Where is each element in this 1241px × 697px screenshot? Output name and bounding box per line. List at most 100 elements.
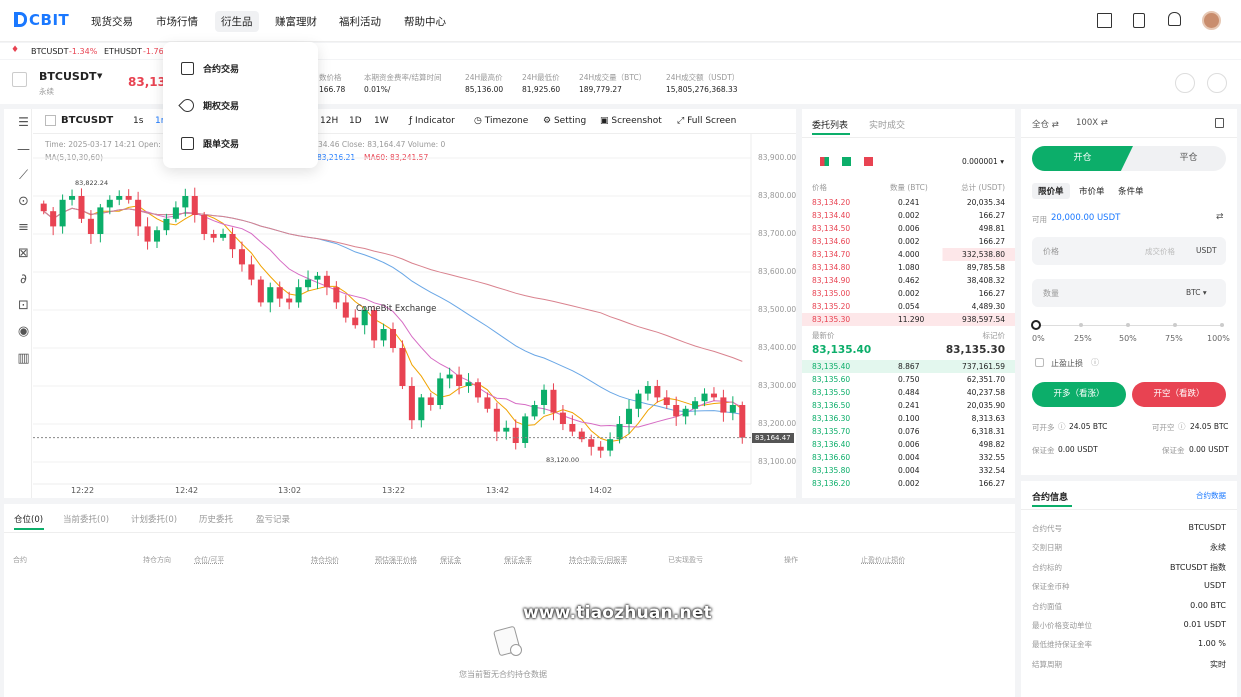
candlestick-chart[interactable] xyxy=(33,134,796,498)
tab-open-orders[interactable]: 当前委托(0) xyxy=(63,515,110,525)
orderbook-row[interactable]: 83,136.50 0.241 20,035.90 xyxy=(802,399,1015,412)
timezone-button[interactable]: ◷ Timezone xyxy=(474,116,529,126)
interval-1m[interactable]: 1m xyxy=(155,116,170,126)
trend-line-icon[interactable]: ⟋ xyxy=(18,168,29,183)
slider-label[interactable]: 25% xyxy=(1074,334,1092,343)
magnet-icon[interactable]: ∂ xyxy=(20,272,27,287)
tab-positions[interactable]: 仓位(0) xyxy=(14,515,44,525)
orderbook-row[interactable]: 83,134.20 0.241 20,035.34 xyxy=(802,196,1015,209)
orderbook-row[interactable]: 83,135.60 0.750 62,351.70 xyxy=(802,373,1015,386)
dropdown-copy-trade[interactable]: 跟单交易 xyxy=(181,137,239,150)
screenshot-button[interactable]: ▣ Screenshot xyxy=(600,116,662,126)
avatar[interactable] xyxy=(1202,11,1221,30)
candle-body xyxy=(191,196,198,215)
price-input[interactable]: 价格 成交价格 USDT xyxy=(1032,237,1226,265)
orderbook-row[interactable]: 83,136.40 0.006 498.82 xyxy=(802,438,1015,451)
open-short-button[interactable]: 开空（看跌） xyxy=(1132,382,1226,407)
slider-label[interactable]: 50% xyxy=(1119,334,1137,343)
orderbook-row[interactable]: 83,135.40 8.867 737,161.59 xyxy=(802,360,1015,373)
line-tool-icon[interactable]: — xyxy=(17,142,30,157)
settings-gear-icon[interactable] xyxy=(1207,73,1227,93)
qty-slider-handle[interactable] xyxy=(1031,320,1041,330)
leverage-select[interactable]: 100X ⇄ xyxy=(1076,118,1108,128)
orderbook-row[interactable]: 83,136.30 0.100 8,313.63 xyxy=(802,412,1015,425)
orderbook-row[interactable]: 83,135.70 0.076 6,318.31 xyxy=(802,425,1015,438)
orderbook-row[interactable]: 83,136.20 0.002 166.27 xyxy=(802,477,1015,490)
tab-plan-orders[interactable]: 计划委托(0) xyxy=(131,515,178,525)
interval-1d[interactable]: 1D xyxy=(349,116,362,126)
nav-help[interactable]: 帮助中心 xyxy=(404,16,446,28)
help-icon[interactable]: ⓘ xyxy=(1091,358,1099,367)
fib-icon[interactable]: ≡ xyxy=(18,220,29,235)
precision-select[interactable]: 0.000001 ▾ xyxy=(962,157,1004,166)
tab-pnl-records[interactable]: 盈亏记录 xyxy=(256,515,291,525)
tab-order-history[interactable]: 历史委托 xyxy=(199,515,234,525)
orderbook-row[interactable]: 83,134.50 0.006 498.81 xyxy=(802,222,1015,235)
wallet-icon[interactable] xyxy=(1097,13,1112,28)
fullscreen-button[interactable]: ⤢ Full Screen xyxy=(677,116,737,126)
dropdown-contract[interactable]: 合约交易 xyxy=(181,62,239,75)
collapse-icon[interactable]: ☰ xyxy=(18,115,29,129)
transfer-icon[interactable]: ⇄ xyxy=(1216,212,1224,222)
view-both-icon[interactable] xyxy=(820,157,829,166)
nav-rewards[interactable]: 福利活动 xyxy=(339,16,381,28)
orderbook-row[interactable]: 83,135.80 0.004 332.54 xyxy=(802,464,1015,477)
orderbook-row[interactable]: 83,135.50 0.484 40,237.58 xyxy=(802,386,1015,399)
interval-1s[interactable]: 1s xyxy=(133,116,144,126)
open-long-button[interactable]: 开多（看涨） xyxy=(1032,382,1126,407)
interval-1w[interactable]: 1W xyxy=(374,116,389,126)
chevron-down-icon[interactable]: ▼ xyxy=(97,72,103,80)
slider-label[interactable]: 75% xyxy=(1165,334,1183,343)
help-icon[interactable]: ⓘ xyxy=(1178,422,1186,431)
qty-slider-track[interactable] xyxy=(1036,325,1224,326)
orderbook-row[interactable]: 83,136.60 0.004 332.55 xyxy=(802,451,1015,464)
nav-spot[interactable]: 现货交易 xyxy=(91,16,133,28)
ticker-symbol[interactable]: ETHUSDT xyxy=(104,47,142,56)
interval-12h[interactable]: 12H xyxy=(320,116,339,126)
open-tab[interactable]: 开仓 xyxy=(1032,146,1133,171)
pattern-icon[interactable]: ⊠ xyxy=(18,246,29,261)
orderbook-row[interactable]: 83,134.80 1.080 89,785.58 xyxy=(802,261,1015,274)
contract-data-link[interactable]: 合约数据 xyxy=(1196,491,1226,500)
orderbook-row[interactable]: 83,134.40 0.002 166.27 xyxy=(802,209,1015,222)
orderbook-row[interactable]: 83,134.60 0.002 166.27 xyxy=(802,235,1015,248)
view-asks-icon[interactable] xyxy=(864,157,873,166)
indicator-button[interactable]: ƒ Indicator xyxy=(409,116,455,126)
slider-label[interactable]: 100% xyxy=(1207,334,1230,343)
trash-icon[interactable]: ▥ xyxy=(17,351,30,366)
calculator-icon[interactable] xyxy=(1215,118,1224,128)
nav-wealth[interactable]: 赚富理财 xyxy=(275,16,317,28)
lock-icon[interactable]: ⊡ xyxy=(18,298,29,313)
best-price-button[interactable]: 成交价格 xyxy=(1145,247,1175,256)
view-bids-icon[interactable] xyxy=(842,157,851,166)
header-symbol[interactable]: BTCUSDT xyxy=(39,70,97,83)
qty-unit-select[interactable]: BTC ▾ xyxy=(1186,288,1207,297)
conditional-order-tab[interactable]: 条件单 xyxy=(1118,187,1144,197)
orders-icon[interactable] xyxy=(1133,13,1145,28)
calculator-icon[interactable] xyxy=(1175,73,1195,93)
close-tab[interactable]: 平仓 xyxy=(1179,153,1198,163)
slider-label[interactable]: 0% xyxy=(1032,334,1045,343)
help-icon[interactable]: ⓘ xyxy=(1058,422,1066,431)
nav-market[interactable]: 市场行情 xyxy=(156,16,198,28)
bell-icon[interactable] xyxy=(1168,12,1181,26)
limit-order-tab[interactable]: 限价单 xyxy=(1032,183,1070,199)
orderbook-row[interactable]: 83,134.70 4.000 332,538.80 xyxy=(802,248,1015,261)
logo[interactable]: CBIT xyxy=(14,11,69,29)
setting-button[interactable]: ⚙ Setting xyxy=(543,116,587,126)
crosshair-icon[interactable]: ⊙ xyxy=(18,194,29,209)
ticker-symbol[interactable]: BTCUSDT xyxy=(31,47,69,56)
margin-mode-select[interactable]: 全仓 ⇄ xyxy=(1032,120,1059,130)
qty-input[interactable]: 数量 BTC ▾ xyxy=(1032,279,1226,307)
market-order-tab[interactable]: 市价单 xyxy=(1079,187,1105,197)
dropdown-options[interactable]: 期权交易 xyxy=(178,96,239,115)
nav-derivatives[interactable]: 衍生品 xyxy=(215,11,259,32)
tab-trades[interactable]: 实时成交 xyxy=(869,121,906,131)
tpsl-checkbox[interactable] xyxy=(1035,358,1044,367)
eye-icon[interactable]: ◉ xyxy=(17,324,30,339)
orderbook-row[interactable]: 83,135.20 0.054 4,489.30 xyxy=(802,300,1015,313)
orderbook-row[interactable]: 83,134.90 0.462 38,408.32 xyxy=(802,274,1015,287)
tab-orderbook[interactable]: 委托列表 xyxy=(812,121,849,131)
orderbook-row[interactable]: 83,135.30 11.290 938,597.54 xyxy=(802,313,1015,326)
orderbook-row[interactable]: 83,135.00 0.002 166.27 xyxy=(802,287,1015,300)
